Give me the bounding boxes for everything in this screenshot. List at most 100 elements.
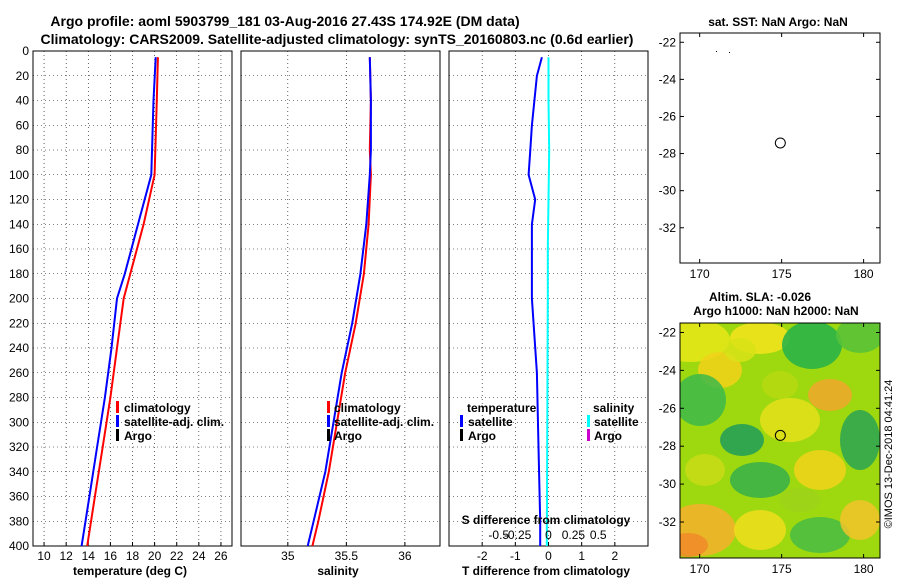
depth-tick-label: 100: [9, 168, 29, 182]
series-temperature-satellite: [527, 56, 543, 546]
depth-tick-label: 120: [9, 193, 29, 207]
depth-tick-label: 200: [9, 292, 29, 306]
depth-tick-label: 180: [9, 267, 29, 281]
map-lat-label: -32: [659, 221, 677, 235]
depth-tick-label: 320: [9, 440, 29, 454]
sla-anomaly-blob: [680, 533, 708, 557]
legend-swatch-argo: [327, 429, 330, 441]
difference-grid: [449, 51, 648, 546]
sla-anomaly-blob: [790, 517, 850, 553]
sla-map-title-1: Altim. SLA: -0.026: [709, 290, 811, 304]
temp-x-tick-label: 16: [104, 549, 118, 563]
sla-anomaly-blob: [734, 510, 786, 550]
legend-swatch-s-argo: [587, 429, 590, 441]
sst-map-panel: sat. SST: NaN Argo: NaN 170 175 180 -22 -24 -…: [659, 15, 881, 281]
map-lat-label: -24: [659, 72, 677, 86]
sla-heatmap: [680, 323, 880, 558]
sla-anomaly-blob: [720, 424, 764, 456]
t-difference-axis-label: T difference from climatology: [462, 564, 630, 578]
legend-t-argo: Argo: [468, 429, 496, 443]
sla-anomaly-field: [680, 323, 880, 557]
temp-x-tick-label: 14: [82, 549, 96, 563]
legend-s-argo: Argo: [594, 429, 622, 443]
sla-anomaly-blob: [840, 410, 880, 470]
salinity-lines: [306, 57, 372, 547]
map-lat-label: -30: [659, 477, 677, 491]
series-satellite-adj-clim-: [306, 57, 372, 547]
legend-swatch-climatology: [116, 401, 119, 413]
depth-tick-label: 40: [16, 94, 30, 108]
map-lon-label: 180: [854, 267, 874, 281]
legend-swatch-argo: [116, 429, 119, 441]
map-lon-label: 180: [854, 562, 874, 576]
map-lat-label: -28: [659, 147, 677, 161]
sla-anomaly-blob: [780, 488, 820, 512]
temperature-lines: [80, 57, 159, 547]
diff-x-tick-label: 1: [578, 549, 585, 563]
sla-map-frame: [679, 322, 881, 559]
salinity-axis-label: salinity: [317, 564, 359, 578]
temp-x-tick-label: 10: [37, 549, 51, 563]
map-lat-label: -30: [659, 184, 677, 198]
sla-anomaly-blob: [760, 398, 820, 442]
temperature-tick-labels: 10 12 14 16 18 20 22 24 26: [37, 549, 228, 563]
legend-t-satellite: satellite: [468, 415, 513, 429]
map-lon-label: 170: [690, 562, 710, 576]
legend-swatch-climatology: [327, 401, 330, 413]
sst-map-ticks: 170 175 180 -22 -24 -26 -28 -30 -32: [659, 33, 880, 281]
title-line-1: Argo profile: aoml 5903799_181 03-Aug-20…: [50, 13, 519, 29]
sal-x-tick-label: 36: [398, 549, 412, 563]
depth-tick-label: 80: [16, 143, 30, 157]
legend-argo: Argo: [334, 429, 362, 443]
legend-swatch-s-satellite: [587, 415, 590, 427]
sla-map-ticks: 170 175 180 -22 -24 -26 -28 -30 -32: [659, 323, 880, 576]
sla-anomaly-blob: [782, 323, 842, 369]
depth-tick-labels: 0 20 40 60 80 100 120 140 160 180 200 220 240 260 280 3…: [9, 44, 29, 553]
s-difference-tick-label: -0.25: [504, 528, 532, 542]
legend-argo: Argo: [124, 429, 152, 443]
legend-swatch-satellite: [327, 415, 330, 427]
sla-anomaly-blob: [730, 462, 790, 498]
difference-panel: -2 -1 0 1 2 -0.5-0.25 0 0.25 0.5 S difference f…: [448, 50, 649, 578]
depth-tick-label: 260: [9, 366, 29, 380]
salinity-panel: 35 35.5 36 salinity climatology satellite-…: [240, 50, 441, 578]
sal-x-tick-label: 35.5: [335, 549, 359, 563]
map-lon-label: 170: [690, 267, 710, 281]
depth-tick-label: 60: [16, 118, 30, 132]
salinity-grid: [241, 51, 440, 546]
diff-x-tick-label: -2: [477, 549, 488, 563]
depth-tick-label: 220: [9, 316, 29, 330]
depth-tick-label: 300: [9, 415, 29, 429]
depth-tick-label: 340: [9, 465, 29, 479]
depth-tick-label: 400: [9, 539, 29, 553]
legend-s-satellite: satellite: [594, 415, 639, 429]
depth-tick-label: 240: [9, 341, 29, 355]
temp-x-tick-label: 24: [192, 549, 206, 563]
temperature-legend: climatology satellite-adj. clim. Argo: [116, 401, 224, 443]
s-difference-tick-labels: -0.5-0.25 0 0.25 0.5: [488, 528, 607, 542]
map-lat-label: -22: [659, 35, 677, 49]
salinity-axes-frame: [240, 50, 441, 547]
diff-x-tick-label: 0: [545, 549, 552, 563]
map-lat-label: -26: [659, 109, 677, 123]
sla-anomaly-blob: [724, 338, 756, 362]
sla-anomaly-blob: [680, 374, 726, 426]
sla-anomaly-blob: [808, 379, 852, 411]
legend-swatch-satellite: [116, 415, 119, 427]
temperature-grid: [33, 51, 232, 546]
depth-tick-label: 380: [9, 514, 29, 528]
legend-swatch-t-argo: [460, 429, 463, 441]
sst-speck: [716, 51, 717, 52]
series-climatology: [86, 57, 159, 547]
depth-tick-label: 20: [16, 69, 30, 83]
series-satellite-adj-clim-: [80, 57, 157, 547]
s-difference-axis-label: S difference from climatology: [462, 513, 631, 527]
difference-legend-salinity: salinity satellite Argo: [587, 401, 639, 443]
difference-legend-temperature: temperature satellite Argo: [460, 401, 537, 443]
sst-speck: [729, 52, 730, 53]
s-difference-tick-label: 0.25: [562, 528, 586, 542]
temperature-panel: 0 20 40 60 80 100 120 140 160 180 200 220 240 260 280 3…: [9, 44, 233, 578]
depth-tick-label: 280: [9, 391, 29, 405]
title-line-2: Climatology: CARS2009. Satellite-adjuste…: [41, 31, 634, 47]
